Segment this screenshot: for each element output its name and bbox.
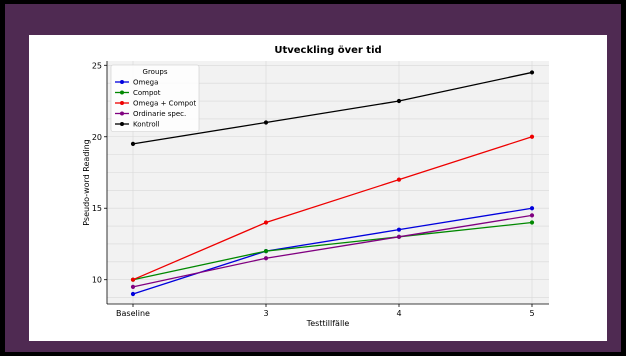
x-tick-label: 4: [396, 309, 401, 318]
data-point: [263, 220, 269, 225]
data-point: [529, 220, 535, 225]
x-tick-label: Baseline: [116, 309, 150, 318]
x-axis-title: Testtillfälle: [306, 319, 350, 328]
data-point: [529, 134, 535, 139]
series-line: [132, 71, 533, 145]
y-tick-label: 10: [92, 276, 102, 285]
y-axis-title: Pseudo-word Reading: [82, 139, 91, 226]
legend-label: Compot: [133, 89, 161, 97]
grid: [107, 61, 549, 304]
legend-swatch-marker: [120, 122, 124, 126]
outer-frame: Utveckling över tid 10 15 20 25 Baseline 3 4 5 …: [5, 4, 621, 352]
data-point: [396, 98, 402, 104]
data-point: [130, 141, 136, 147]
data-point: [130, 291, 136, 297]
legend-swatch-marker: [120, 101, 124, 105]
data-point: [529, 213, 535, 218]
legend-label: Ordinarie spec.: [133, 110, 186, 118]
data-point: [396, 177, 402, 182]
data-point: [263, 120, 269, 125]
x-tick-label: 5: [529, 309, 534, 318]
data-point: [529, 206, 535, 211]
legend-label: Omega: [133, 79, 158, 87]
data-point: [130, 277, 136, 282]
legend-label: Kontroll: [133, 121, 160, 129]
series-layer: [130, 70, 535, 297]
x-tick-label: 3: [263, 309, 268, 318]
chart-card: Utveckling över tid 10 15 20 25 Baseline 3 4 5 …: [29, 35, 607, 341]
y-tick-label: 20: [92, 133, 102, 142]
legend-swatch-marker: [120, 90, 124, 95]
legend-swatch-marker: [120, 80, 124, 84]
legend-swatch-marker: [120, 111, 124, 116]
data-point: [263, 249, 269, 254]
legend-label: Omega + Compot: [133, 100, 196, 108]
data-point: [130, 284, 136, 289]
data-point: [396, 227, 402, 232]
chart-title: Utveckling över tid: [274, 45, 381, 56]
axes: 10 15 20 25 Baseline 3 4 5: [92, 61, 549, 318]
legend-box: [110, 64, 200, 132]
y-tick-label: 25: [92, 61, 102, 70]
y-tick-label: 15: [92, 204, 102, 213]
series-line: [132, 136, 533, 281]
data-point: [263, 256, 269, 261]
series-line: [132, 214, 533, 288]
data-point: [396, 234, 402, 239]
series-line: [132, 221, 533, 281]
legend-title: Groups: [143, 68, 168, 76]
legend: Groups Omega Compot Omega + Compot Ordinari…: [110, 64, 200, 132]
data-point: [529, 70, 535, 75]
